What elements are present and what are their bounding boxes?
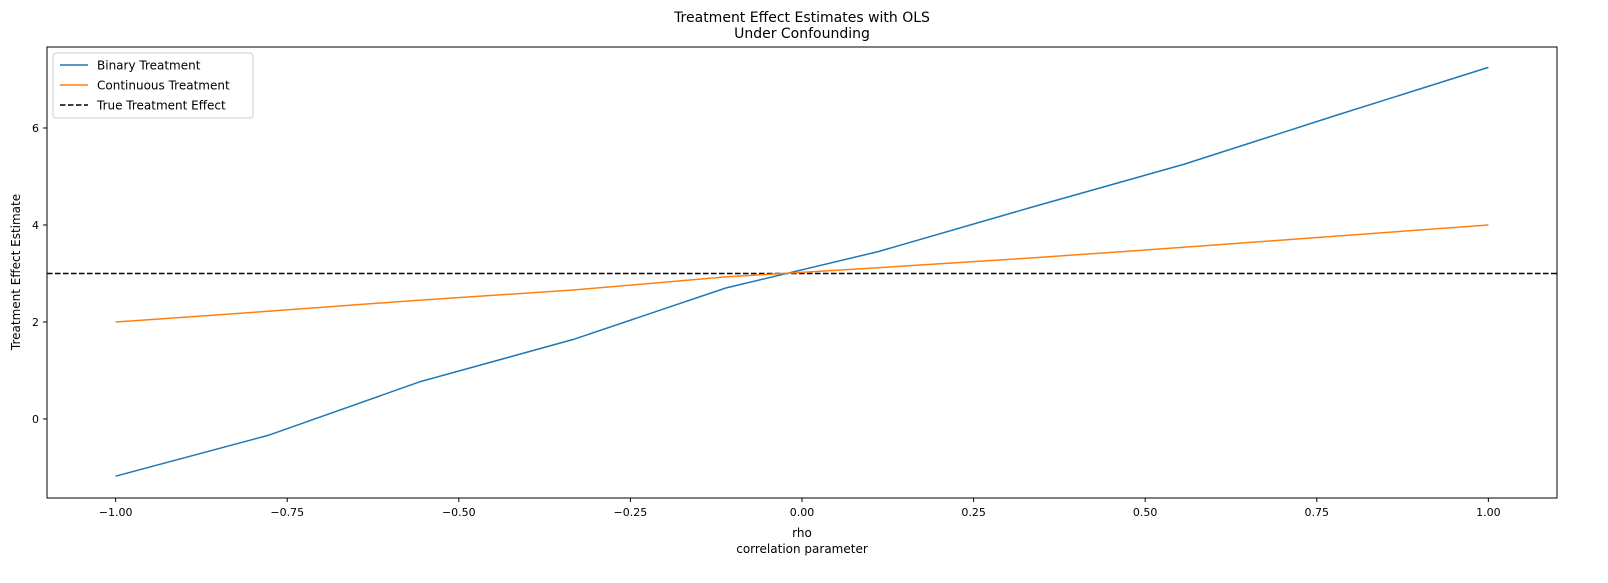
- x-axis-sublabel: correlation parameter: [736, 542, 868, 556]
- y-tick-label: 2: [32, 316, 39, 329]
- legend-label-true-effect: True Treatment Effect: [96, 99, 226, 113]
- y-tick-label: 4: [32, 219, 39, 232]
- x-tick-label: −0.75: [270, 506, 304, 519]
- y-axis: 0 2 4 6: [32, 122, 47, 426]
- x-tick-label: −1.00: [99, 506, 133, 519]
- plot-area: [47, 66, 1557, 477]
- series-line-binary: [115, 66, 1489, 477]
- x-tick-label: 1.00: [1476, 506, 1501, 519]
- x-tick-label: 0.50: [1133, 506, 1158, 519]
- x-tick-label: 0.25: [961, 506, 986, 519]
- chart-subtitle: Under Confounding: [734, 26, 870, 42]
- legend-label-binary: Binary Treatment: [97, 59, 201, 73]
- legend: Binary Treatment Continuous Treatment Tr…: [52, 52, 254, 119]
- x-tick-label: −0.25: [614, 506, 648, 519]
- x-axis: −1.00 −0.75 −0.50 −0.25 0.00 0.25 0.50 0.75 1.00: [99, 498, 1501, 519]
- x-tick-label: −0.50: [442, 506, 476, 519]
- series-line-continuous: [115, 224, 1489, 323]
- x-axis-label: rho: [792, 526, 812, 540]
- y-tick-label: 0: [32, 413, 39, 426]
- chart-title: Treatment Effect Estimates with OLS: [673, 10, 930, 26]
- x-tick-label: 0.75: [1305, 506, 1330, 519]
- legend-label-continuous: Continuous Treatment: [97, 79, 230, 93]
- x-tick-label: 0.00: [790, 506, 815, 519]
- y-tick-label: 6: [32, 122, 39, 135]
- y-axis-label: Treatment Effect Estimate: [9, 194, 23, 351]
